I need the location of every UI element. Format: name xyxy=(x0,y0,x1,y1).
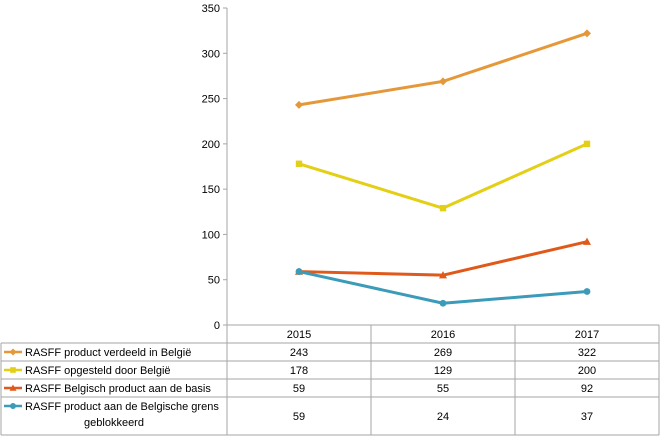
data-point xyxy=(295,100,303,109)
table-value: 200 xyxy=(578,365,596,377)
y-tick-label: 200 xyxy=(202,139,220,151)
series-label: RASFF product aan de Belgische grens gebl… xyxy=(25,401,219,429)
series-line-group xyxy=(295,268,591,307)
table-value: 178 xyxy=(290,365,308,377)
series-lines xyxy=(295,29,591,307)
y-tick-label: 100 xyxy=(202,229,220,241)
y-tick-label: 300 xyxy=(202,48,220,60)
data-point xyxy=(583,140,591,148)
table-value: 269 xyxy=(434,347,452,359)
y-axis: 0 50 100 150 200 250 300 350 xyxy=(202,3,228,332)
data-point xyxy=(295,160,303,167)
data-point xyxy=(295,268,303,275)
series-label: RASFF Belgisch product aan de basis xyxy=(25,383,211,395)
y-tick-label: 0 xyxy=(214,320,220,332)
series-line-group xyxy=(295,29,591,109)
table-value: 24 xyxy=(437,411,449,423)
y-tick-label: 150 xyxy=(202,184,220,196)
category-label: 2015 xyxy=(287,329,311,341)
series-line xyxy=(298,240,588,277)
data-point xyxy=(439,271,447,279)
data-point xyxy=(583,288,591,295)
series-label: RASFF opgesteld door België xyxy=(25,365,171,377)
data-point xyxy=(10,367,16,373)
data-point xyxy=(9,348,17,356)
series-line-group xyxy=(295,140,591,212)
table-value: 37 xyxy=(581,411,593,423)
data-point xyxy=(439,299,447,307)
table-value: 129 xyxy=(434,365,452,377)
data-point xyxy=(439,77,447,86)
data-point xyxy=(10,403,16,409)
y-tick-label: 250 xyxy=(202,94,220,106)
table-value: 59 xyxy=(293,383,305,395)
y-tick-label: 350 xyxy=(202,3,220,15)
data-point xyxy=(439,204,447,212)
series-line-group xyxy=(295,237,591,279)
category-label: 2017 xyxy=(575,329,599,341)
data-table: 2015 2016 2017 RASFF product verdeeld in Be… xyxy=(0,324,660,436)
data-point xyxy=(583,237,591,245)
category-label: 2016 xyxy=(431,329,455,341)
series-line xyxy=(298,142,588,210)
series-label: RASFF product verdeeld in België xyxy=(25,347,191,359)
series-line xyxy=(298,31,588,107)
table-value: 92 xyxy=(581,383,593,395)
y-tick-label: 50 xyxy=(208,275,220,287)
table-value: 55 xyxy=(437,383,449,395)
data-point xyxy=(9,384,17,391)
data-point xyxy=(583,29,591,38)
table-value: 59 xyxy=(293,411,305,423)
table-value: 243 xyxy=(290,347,308,359)
table-value: 322 xyxy=(578,347,596,359)
